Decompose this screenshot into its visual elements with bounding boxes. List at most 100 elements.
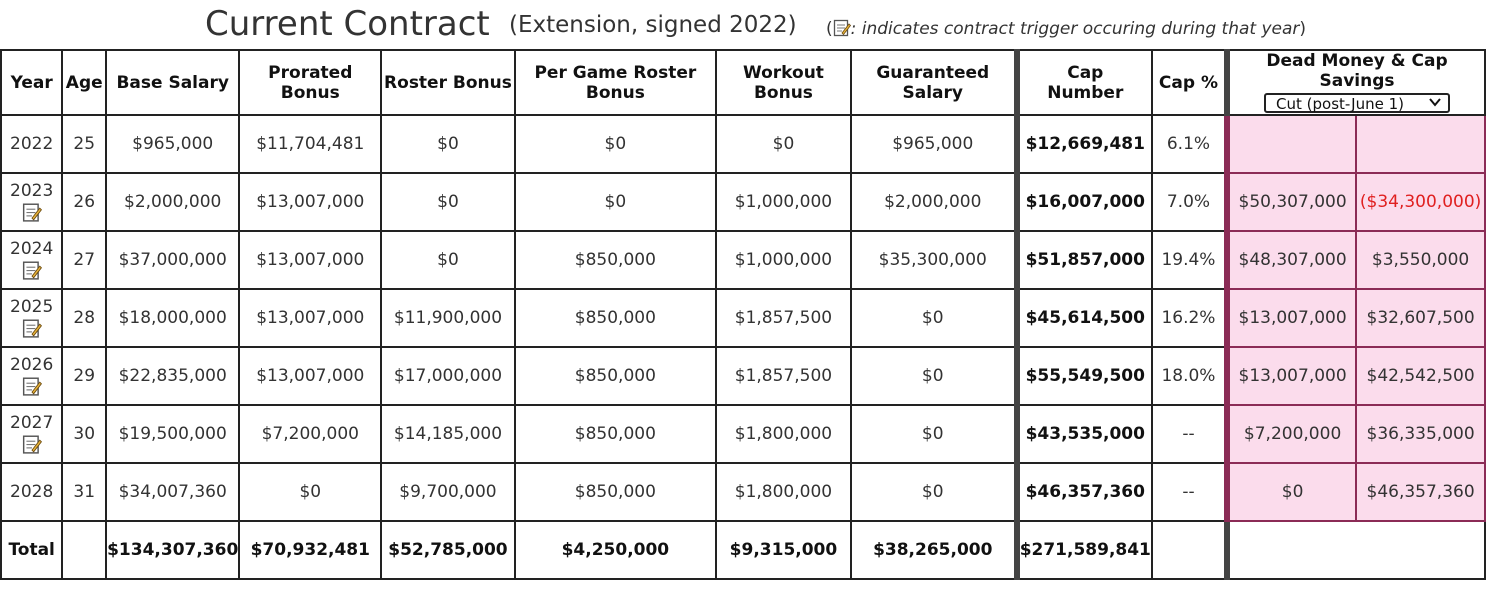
cell-cap-savings: $3,550,000 [1355,230,1486,290]
dead-money-heading: Dead Money & Cap Savings [1266,51,1448,91]
cell-cap-number: $43,535,000 [1013,404,1153,464]
cell-age: 31 [61,462,108,522]
cell-cap-savings: $36,335,000 [1355,404,1486,464]
cell-cap-number: $46,357,360 [1013,462,1153,522]
document-edit-icon [22,435,42,454]
col-cap-number-line2: Number [1047,82,1124,103]
col-dead-money: Dead Money & Cap Savings Cut (post-June … [1224,49,1486,116]
cell-base-salary: $37,000,000 [105,230,241,290]
cell-prorated-bonus: $0 [238,462,383,522]
chevron-down-icon [1428,95,1442,113]
page-title: Current Contract [205,4,490,44]
document-edit-icon [22,319,42,338]
cell-dead-money: $13,007,000 [1224,346,1358,406]
cell-workout-bonus: $1,857,500 [715,346,852,406]
cell-guaranteed-salary: $2,000,000 [849,172,1018,232]
cell-roster-bonus: $0 [380,114,516,174]
cell-age: 30 [61,404,108,464]
cell-base-salary: $34,007,360 [105,462,241,522]
cell-age: 28 [61,288,108,348]
table-row: 2028 31 $34,007,360 $0 $9,700,000 $850,000 $1,… [0,462,1486,522]
document-edit-icon [22,261,42,280]
document-edit-icon [22,377,42,396]
col-guaranteed-salary: Guaranteed Salary [849,49,1018,116]
cell-age: 29 [61,346,108,406]
cell-prorated-bonus: $13,007,000 [238,288,383,348]
year-value: 2025 [10,297,54,317]
cut-type-select[interactable]: Cut (post-June 1) [1264,93,1451,113]
cell-age: 25 [61,114,108,174]
cell-per-game-roster-bonus: $0 [513,172,718,232]
cell-cap-number: $55,549,500 [1013,346,1153,406]
cell-cap-number: $12,669,481 [1013,114,1153,174]
total-workout: $9,315,000 [715,520,852,580]
cell-guaranteed-salary: $965,000 [849,114,1018,174]
table-row: 2026 29 $22,835,000 $13,007,000 $17,000,000 $… [0,346,1486,406]
document-edit-icon [833,19,851,37]
cell-per-game-roster-bonus: $850,000 [513,230,718,290]
cell-cap-savings: ($34,300,000) [1355,172,1486,232]
table-row: 2025 28 $18,000,000 $13,007,000 $11,900,000 $… [0,288,1486,348]
legend-open-paren: ( [826,19,833,39]
col-cap-number-line1: Cap [1067,62,1104,83]
total-per-game: $4,250,000 [513,520,718,580]
cell-year: 2026 [0,346,64,406]
cell-roster-bonus: $0 [380,230,516,290]
cell-guaranteed-salary: $0 [849,404,1018,464]
table-row: 2022 25 $965,000 $11,704,481 $0 $0 $0 $965,000 $… [0,114,1486,174]
cell-dead-money: $48,307,000 [1224,230,1358,290]
cell-prorated-bonus: $13,007,000 [238,172,383,232]
cell-cap-pct: -- [1150,462,1229,522]
document-edit-icon [22,203,42,222]
totals-row: Total $134,307,360 $70,932,481 $52,785,0… [0,520,1486,580]
cell-cap-number: $45,614,500 [1013,288,1153,348]
cell-cap-pct: 6.1% [1150,114,1229,174]
cell-guaranteed-salary: $35,300,000 [849,230,1018,290]
contract-table: Year Age Base Salary Prorated Bonus Rost… [0,49,1486,580]
cell-per-game-roster-bonus: $850,000 [513,288,718,348]
total-roster: $52,785,000 [380,520,516,580]
cell-guaranteed-salary: $0 [849,288,1018,348]
cell-year: 2027 [0,404,64,464]
cell-age: 26 [61,172,108,232]
cell-cap-savings: $42,542,500 [1355,346,1486,406]
cell-workout-bonus: $1,857,500 [715,288,852,348]
cell-year: 2025 [0,288,64,348]
cell-base-salary: $22,835,000 [105,346,241,406]
total-cap-pct [1150,520,1229,580]
cell-per-game-roster-bonus: $0 [513,114,718,174]
cell-roster-bonus: $14,185,000 [380,404,516,464]
trigger-legend: (: indicates contract trigger occuring d… [826,18,1306,39]
cell-roster-bonus: $11,900,000 [380,288,516,348]
year-value: 2022 [10,134,54,154]
total-guaranteed: $38,265,000 [849,520,1018,580]
cell-cap-number: $51,857,000 [1013,230,1153,290]
cell-dead-money: $50,307,000 [1224,172,1358,232]
cell-cap-pct: 16.2% [1150,288,1229,348]
cell-year: 2024 [0,230,64,290]
cell-per-game-roster-bonus: $850,000 [513,404,718,464]
cell-year: 2028 [0,462,64,522]
cell-guaranteed-salary: $0 [849,346,1018,406]
page-subtitle: (Extension, signed 2022) [509,12,797,38]
total-cap: $271,589,841 [1013,520,1153,580]
cell-cap-pct: 7.0% [1150,172,1229,232]
cell-base-salary: $18,000,000 [105,288,241,348]
col-cap-number: Cap Number [1013,49,1153,116]
cell-cap-savings [1355,114,1486,174]
col-base-salary: Base Salary [105,49,241,116]
col-prorated-bonus: Prorated Bonus [238,49,383,116]
col-per-game-roster-bonus: Per Game Roster Bonus [513,49,718,116]
year-value: 2023 [10,181,54,201]
cell-workout-bonus: $0 [715,114,852,174]
cell-workout-bonus: $1,800,000 [715,404,852,464]
total-prorated: $70,932,481 [238,520,383,580]
cell-prorated-bonus: $13,007,000 [238,230,383,290]
col-cap-pct: Cap % [1150,49,1229,116]
year-value: 2027 [10,413,54,433]
cell-cap-savings: $46,357,360 [1355,462,1486,522]
cut-type-value: Cut (post-June 1) [1276,95,1404,113]
cell-prorated-bonus: $13,007,000 [238,346,383,406]
cell-year: 2023 [0,172,64,232]
cell-base-salary: $19,500,000 [105,404,241,464]
